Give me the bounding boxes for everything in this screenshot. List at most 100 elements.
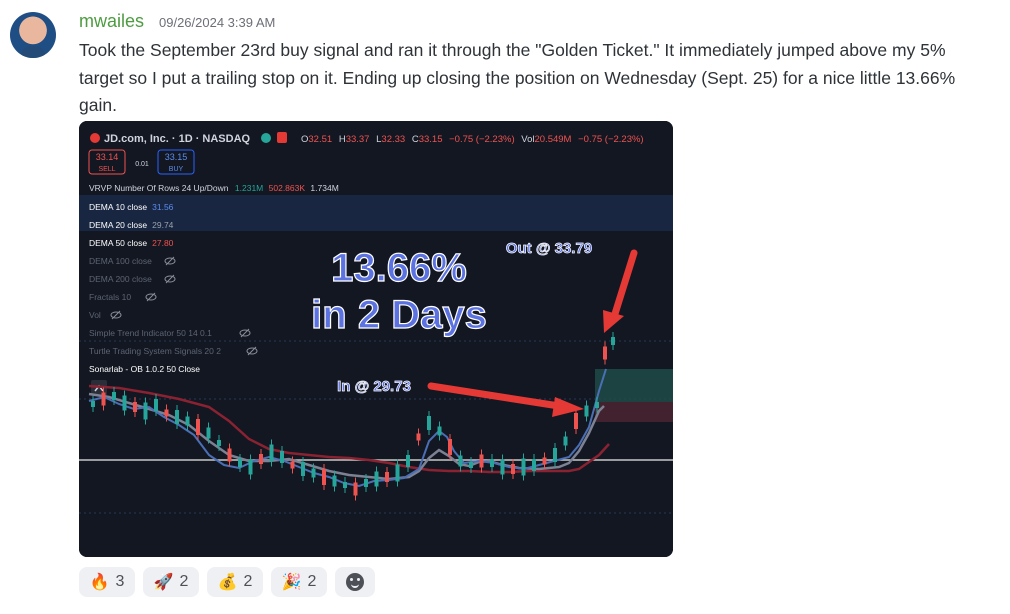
eye-slash-icon — [246, 347, 258, 355]
candle-body — [574, 413, 578, 429]
indicator-trend[interactable]: Simple Trend Indicator 50 14 0.1 — [89, 328, 212, 338]
candle-body — [532, 459, 536, 471]
candle-body — [206, 427, 211, 439]
chart-title: JD.com, Inc. · 1D · NASDAQ — [104, 133, 251, 145]
headline-days: in 2 Days — [311, 293, 487, 337]
reaction-count: 2 — [243, 573, 253, 590]
alert-icon — [277, 132, 287, 143]
candle-body — [500, 459, 505, 475]
add-reaction-button[interactable] — [335, 567, 375, 597]
candle-body — [437, 426, 442, 436]
candle-body — [553, 448, 557, 462]
candle-body — [112, 392, 116, 400]
timestamp: 09/26/2024 3:39 AM — [159, 15, 276, 30]
indicator-vol[interactable]: Vol — [89, 310, 101, 320]
indicator-dema100[interactable]: DEMA 100 close — [89, 256, 152, 266]
candle-body — [280, 451, 284, 463]
candle-body — [427, 416, 431, 430]
candle-body — [353, 482, 358, 496]
money-bag-icon: 💰 — [217, 574, 238, 591]
candle-body — [521, 458, 526, 476]
candle-body — [248, 459, 253, 475]
svg-text:33.15: 33.15 — [165, 152, 188, 162]
status-dot-icon — [261, 133, 271, 143]
candle-body — [227, 448, 232, 462]
reaction-party[interactable]: 🎉 2 — [271, 567, 327, 597]
candle-body — [332, 475, 337, 487]
highlight-band — [79, 195, 673, 231]
order-block-bullish — [595, 369, 673, 402]
indicator-dema20[interactable]: DEMA 20 close 29.74 — [89, 220, 174, 230]
candle-body — [238, 459, 242, 467]
candle-body — [91, 401, 95, 407]
candle-body — [301, 462, 305, 476]
chart-image[interactable]: JD.com, Inc. · 1D · NASDAQ O32.51 H33.37… — [79, 121, 673, 557]
eye-slash-icon — [164, 257, 176, 265]
add-reaction-icon — [346, 573, 364, 591]
candle-body — [290, 461, 295, 469]
out-label: Out @ 33.79 — [506, 240, 592, 257]
eye-slash-icon — [239, 329, 251, 337]
candle-body — [406, 455, 410, 467]
candle-body — [154, 399, 158, 411]
sell-button[interactable]: 33.14 SELL — [88, 149, 126, 175]
candle-body — [217, 440, 221, 446]
candle-body — [196, 419, 200, 435]
indicator-list: DEMA 10 close 31.56 DEMA 20 close 29.74 DE… — [89, 202, 221, 374]
candle-body — [469, 462, 473, 468]
candle-body — [603, 346, 607, 360]
indicator-dema10[interactable]: DEMA 10 close 31.56 — [89, 202, 174, 212]
vrvp-readout: VRVP Number Of Rows 24 Up/Down 1.231M 50… — [89, 183, 339, 193]
candle-body — [542, 457, 547, 465]
in-label: In @ 29.73 — [337, 378, 411, 395]
candle-body — [259, 454, 263, 464]
eye-slash-icon — [110, 311, 122, 319]
avatar[interactable] — [10, 12, 56, 58]
candle-body — [395, 464, 400, 482]
reaction-bar: 🔥 3 🚀 2 💰 2 🎉 2 — [79, 567, 375, 597]
candle-body — [164, 409, 169, 417]
reaction-count: 2 — [307, 573, 317, 590]
reaction-count: 3 — [115, 573, 125, 590]
reaction-money-bag[interactable]: 💰 2 — [207, 567, 263, 597]
candle-body — [458, 455, 463, 467]
candle-body — [364, 479, 368, 487]
reaction-rocket[interactable]: 🚀 2 — [143, 567, 199, 597]
dema50-line — [88, 384, 610, 474]
message-text: Took the September 23rd buy signal and r… — [79, 40, 956, 116]
indicator-dema50[interactable]: DEMA 50 close 27.80 — [89, 238, 174, 248]
ohlc-readout: O32.51 H33.37 L32.33 C33.15 −0.75 (−2.23… — [301, 134, 644, 145]
indicator-dema200[interactable]: DEMA 200 close — [89, 274, 152, 284]
svg-text:33.14: 33.14 — [96, 152, 119, 162]
candle-body — [185, 416, 190, 426]
party-popper-icon: 🎉 — [281, 574, 302, 591]
candle-body — [385, 472, 389, 482]
indicator-sonarlab[interactable]: Sonarlab - OB 1.0.2 50 Close — [89, 364, 200, 374]
candle-body — [511, 464, 515, 474]
candle-body — [595, 402, 599, 408]
candle-body — [374, 471, 379, 487]
candle-body — [416, 433, 421, 441]
candle-body — [479, 454, 484, 468]
in-arrow — [427, 382, 584, 417]
reaction-fire[interactable]: 🔥 3 — [79, 567, 135, 597]
candle-body — [322, 469, 326, 485]
spread-value: 0.01 — [135, 161, 149, 168]
candle-body — [122, 395, 127, 411]
indicator-turtle[interactable]: Turtle Trading System Signals 20 2 — [89, 346, 221, 356]
candle-body — [175, 410, 179, 424]
candle-body — [611, 337, 615, 345]
eye-slash-icon — [145, 293, 157, 301]
username[interactable]: mwailes — [79, 11, 145, 31]
reaction-count: 2 — [179, 573, 189, 590]
candle-body — [311, 468, 316, 478]
svg-text:BUY: BUY — [169, 166, 184, 173]
out-arrow — [603, 249, 638, 333]
candles — [91, 332, 615, 501]
jd-logo-icon — [90, 133, 100, 143]
candle-body — [563, 436, 568, 446]
candle-body — [584, 405, 589, 417]
headline-percent: 13.66% — [331, 246, 467, 290]
buy-button[interactable]: 33.15 BUY — [157, 149, 195, 175]
indicator-fractals[interactable]: Fractals 10 — [89, 292, 131, 302]
